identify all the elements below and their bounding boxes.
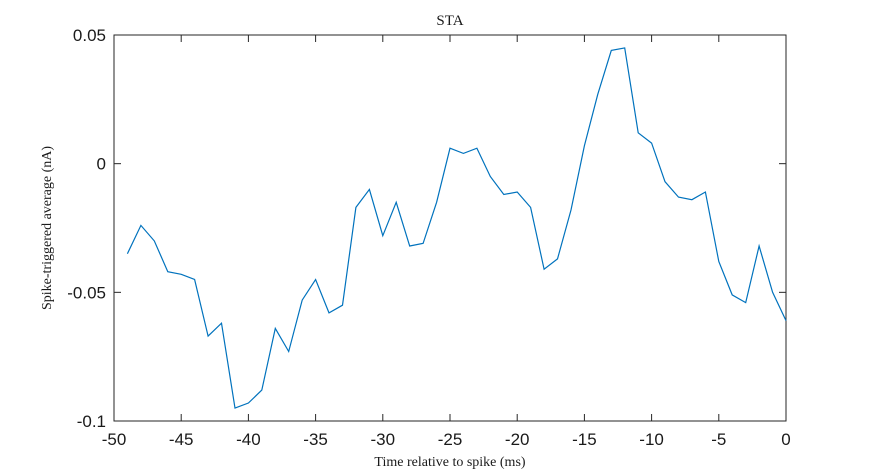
chart-title: STA: [436, 13, 463, 29]
y-axis-label: Spike-triggered average (nA): [40, 146, 55, 310]
y-tick-label: 0: [97, 155, 106, 174]
plot-area: [113, 34, 787, 422]
x-tick-label: 0: [781, 430, 790, 449]
y-tick-label: -0.1: [77, 412, 106, 431]
x-tick-label: -45: [169, 430, 194, 449]
x-tick-label: -5: [711, 430, 726, 449]
x-tick-label: -10: [639, 430, 664, 449]
x-tick-label: -40: [236, 430, 261, 449]
x-tick-label: -20: [505, 430, 530, 449]
x-tick-label: -25: [438, 430, 463, 449]
x-tick-label: -50: [102, 430, 127, 449]
y-tick-label: 0.05: [73, 26, 106, 45]
y-tick-label: -0.05: [67, 283, 106, 302]
tick-labels: -50 -45 -40 -35 -30 -25 -20 -15 -10 -5 00.050-0.05…: [67, 26, 790, 449]
x-tick-label: -30: [371, 430, 396, 449]
x-tick-label: -35: [303, 430, 328, 449]
ticks: [113, 34, 787, 422]
series-line: [126, 47, 787, 409]
x-axis-label: Time relative to spike (ms): [374, 455, 525, 470]
x-tick-label: -15: [572, 430, 597, 449]
